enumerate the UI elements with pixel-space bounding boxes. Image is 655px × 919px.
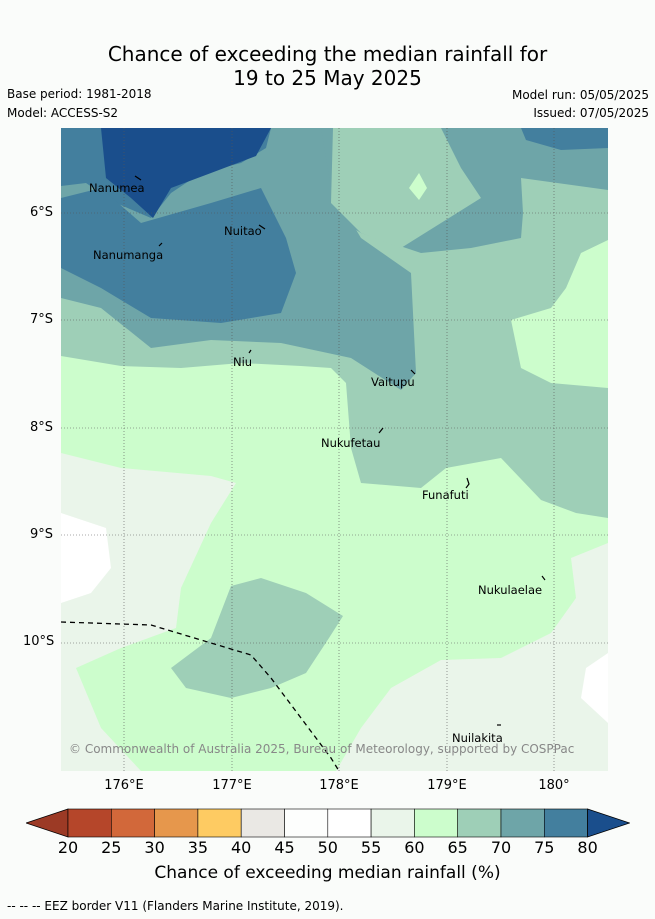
- colorbar-segment-60-65: [414, 808, 458, 838]
- colorbar-tick-75: 75: [534, 838, 555, 857]
- place-niu: Niu: [233, 355, 253, 369]
- colorbar-segment-35-40: [197, 808, 242, 838]
- zone-50-55-east: [581, 653, 608, 723]
- colorbar-tick-20: 20: [57, 838, 79, 857]
- colorbar-tick-60: 60: [404, 838, 425, 857]
- rainfall-map: [61, 128, 608, 771]
- colorbar-svg: [24, 808, 631, 838]
- colorbar-segment-40-45: [240, 808, 285, 838]
- colorbar-segment-50-55: [327, 808, 372, 838]
- colorbar-tick-50: 50: [317, 838, 338, 857]
- place-funafuti: Funafuti: [422, 488, 469, 502]
- ytick-6s: 6°S: [30, 205, 54, 220]
- colorbar-tick-25: 25: [101, 838, 122, 857]
- colorbar-segment-65-70: [457, 808, 502, 838]
- zone-75-80: [61, 188, 296, 323]
- eez-note: -- -- -- EEZ border V11 (Flanders Marine…: [7, 899, 344, 913]
- xtick-177e: 177°E: [212, 778, 252, 793]
- place-nukufetau: Nukufetau: [321, 436, 381, 450]
- xtick-178e: 178°E: [319, 778, 359, 793]
- place-nuilakita: Nuilakita: [452, 731, 503, 745]
- zone-60-65-dot: [409, 173, 427, 200]
- zone-65-70-south: [171, 578, 343, 698]
- colorbar-under-arrow: [24, 808, 69, 838]
- colorbar-tick-30: 30: [144, 838, 165, 857]
- place-nuitao: Nuitao: [224, 224, 262, 238]
- chart-title-line1: Chance of exceeding the median rainfall …: [107, 42, 548, 66]
- ytick-10s: 10°S: [23, 634, 55, 649]
- zone-50-55-west: [61, 513, 111, 603]
- colorbar-tick-35: 35: [187, 838, 209, 857]
- colorbar-segment-25-30: [111, 808, 155, 838]
- zone-65-70-north-inset: [331, 128, 481, 248]
- ytick-7s: 7°S: [30, 312, 54, 327]
- colorbar-segment-55-60: [370, 808, 415, 838]
- zone-80-plus: [101, 128, 271, 218]
- copyright-notice: © Commonwealth of Australia 2025, Bureau…: [69, 742, 575, 756]
- place-nanumea: Nanumea: [89, 181, 145, 195]
- ytick-8s: 8°S: [30, 420, 54, 435]
- model-name: Model: ACCESS-S2: [7, 106, 119, 120]
- chart-title-line2: 19 to 25 May 2025: [233, 66, 422, 90]
- colorbar-tick-65: 65: [447, 838, 468, 857]
- colorbar-segment-45-50: [284, 808, 329, 838]
- colorbar-over-arrow: [587, 808, 631, 838]
- colorbar-segment-70-75: [500, 808, 545, 838]
- colorbar-segment-20-25: [67, 808, 112, 838]
- model-run: Model run: 05/05/2025: [511, 88, 649, 102]
- issued-date: Issued: 07/05/2025: [533, 106, 649, 120]
- place-nukulaelae: Nukulaelae: [478, 583, 543, 597]
- eez-border: [61, 621, 340, 771]
- colorbar-tick-45: 45: [274, 838, 295, 857]
- ytick-9s: 9°S: [30, 527, 54, 542]
- xtick-180: 180°: [538, 778, 570, 793]
- colorbar-tick-80: 80: [577, 838, 598, 857]
- colorbar-label: Chance of exceeding median rainfall (%): [154, 863, 501, 883]
- place-nanumanga: Nanumanga: [93, 248, 164, 262]
- colorbar-tick-40: 40: [231, 838, 252, 857]
- graticule: [61, 128, 608, 771]
- colorbar-tick-70: 70: [490, 838, 512, 857]
- colorbar-segment-30-35: [154, 808, 199, 838]
- place-vaitupu: Vaitupu: [371, 375, 415, 389]
- xtick-176e: 176°E: [104, 778, 144, 793]
- colorbar-segment-75-80: [543, 808, 588, 838]
- colorbar-tick-55: 55: [360, 838, 382, 857]
- map-canvas: [61, 128, 608, 771]
- base-period: Base period: 1981-2018: [7, 87, 152, 101]
- xtick-179e: 179°E: [427, 778, 467, 793]
- islands: [134, 175, 546, 726]
- zone-75-80-ne: [521, 128, 608, 150]
- colorbar: [24, 808, 631, 842]
- zone-55-60-se: [336, 543, 608, 771]
